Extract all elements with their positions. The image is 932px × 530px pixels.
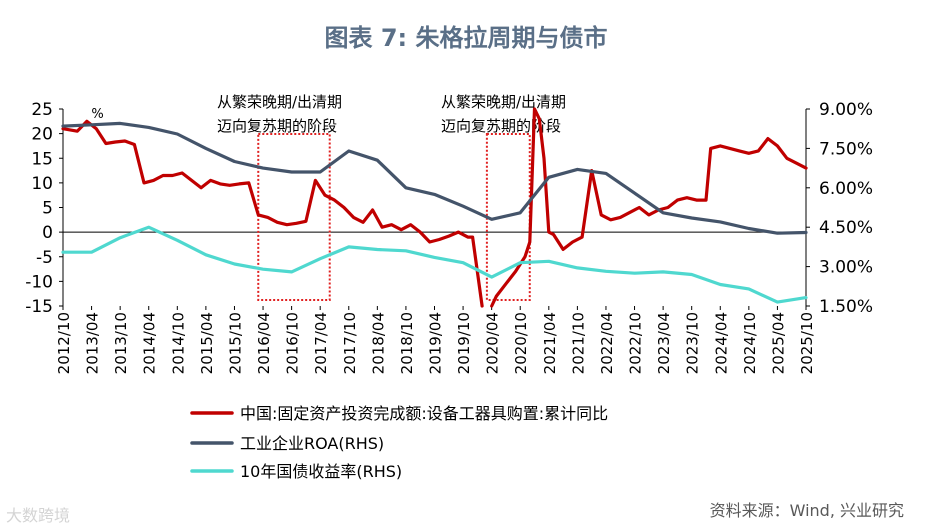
legend-label-2: 工业企业ROA(RHS) [240,434,384,453]
x-tick-label: 2015/04 [198,312,216,374]
x-tick-label: 2014/04 [141,312,159,374]
chart-title: 图表 7: 朱格拉周期与债市 [324,24,608,52]
x-tick-label: 2015/10 [226,312,244,374]
right-tick-label: 1.50% [819,297,873,317]
x-tick-label: 2022/10 [627,312,645,374]
x-tick-label: 2019/04 [427,312,445,374]
x-tick-label: 2019/10 [455,312,473,374]
source-note: 资料来源：Wind, 兴业研究 [709,501,904,520]
x-tick-label: 2013/10 [112,312,130,374]
x-tick-label: 2021/10 [569,312,587,374]
x-tick-label: 2025/04 [769,312,787,374]
x-tick-label: 2018/04 [369,312,387,374]
right-tick-label: 6.00% [819,179,873,199]
x-tick-label: 2018/10 [398,312,416,374]
x-tick-label: 2022/04 [598,312,616,374]
right-tick-label: 3.00% [819,258,873,278]
annotation-line2: 迈向复苏期的阶段 [217,117,337,135]
series-line-1 [61,119,484,308]
legend-label-1: 中国:固定资产投资完成额:设备工器具购置:累计同比 [240,404,608,423]
legend-label-3: 10年国债收益率(RHS) [240,462,402,481]
x-tick-label: 2021/04 [541,312,559,374]
annotation-line1: 从繁荣晚期/出清期 [441,93,566,111]
x-tick-label: 2020/10 [512,312,530,374]
annotation-line1: 从繁荣晚期/出清期 [217,93,342,111]
series-line-3 [61,121,808,235]
left-tick-label: 25 [31,100,53,120]
x-tick-label: 2024/10 [741,312,759,374]
left-tick-label: 0 [42,223,53,243]
left-tick-label: 15 [31,149,53,169]
x-tick-label: 2017/04 [312,312,330,374]
x-tick-label: 2020/04 [484,312,502,374]
series-line-2 [490,107,808,308]
watermark: 大数跨境 [6,506,71,525]
x-tick-label: 2016/04 [255,312,273,374]
x-tick-label: 2016/10 [284,312,302,374]
annotation-box [257,133,331,301]
x-tick-label: 2017/10 [341,312,359,374]
left-tick-label: 10 [31,174,53,194]
left-tick-label: -5 [36,248,53,268]
x-tick-label: 2023/10 [684,312,702,374]
left-tick-label: 5 [42,199,53,219]
x-tick-label: 2012/10 [55,312,73,374]
left-tick-label: -10 [25,272,53,292]
left-tick-label: 20 [31,125,53,145]
annotation-line2: 迈向复苏期的阶段 [441,117,561,135]
series-line-4 [61,225,808,304]
x-tick-label: 2025/10 [798,312,816,374]
left-tick-label: -15 [25,297,53,317]
x-tick-label: 2023/04 [655,312,673,374]
stray-percent-label: % [91,107,103,122]
right-tick-label: 4.50% [819,218,873,238]
right-tick-label: 9.00% [819,100,873,120]
x-tick-label: 2024/04 [712,312,730,374]
right-tick-label: 7.50% [819,139,873,159]
x-tick-label: 2014/10 [169,312,187,374]
x-tick-label: 2013/04 [84,312,102,374]
